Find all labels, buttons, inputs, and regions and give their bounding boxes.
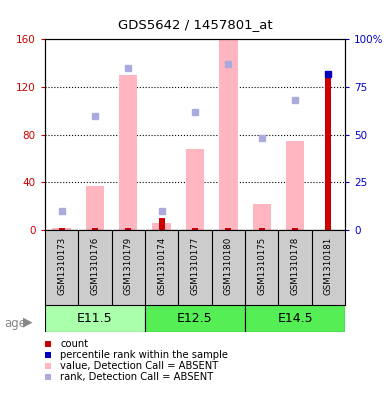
Bar bbox=[253, 204, 271, 230]
Text: GSM1310178: GSM1310178 bbox=[291, 237, 300, 295]
Text: age: age bbox=[4, 316, 26, 330]
Bar bbox=[152, 223, 171, 230]
Text: E14.5: E14.5 bbox=[277, 312, 313, 325]
Text: GSM1310179: GSM1310179 bbox=[124, 237, 133, 295]
Text: GDS5642 / 1457801_at: GDS5642 / 1457801_at bbox=[118, 18, 272, 31]
Text: GSM1310174: GSM1310174 bbox=[157, 237, 166, 295]
Bar bbox=[119, 75, 137, 230]
Text: GSM1310176: GSM1310176 bbox=[90, 237, 99, 295]
Text: GSM1310181: GSM1310181 bbox=[324, 237, 333, 295]
Text: rank, Detection Call = ABSENT: rank, Detection Call = ABSENT bbox=[60, 372, 214, 382]
Text: E11.5: E11.5 bbox=[77, 312, 113, 325]
Bar bbox=[125, 228, 131, 230]
Bar bbox=[92, 228, 98, 230]
Text: value, Detection Call = ABSENT: value, Detection Call = ABSENT bbox=[60, 361, 219, 371]
Bar bbox=[219, 39, 238, 230]
Text: GSM1310180: GSM1310180 bbox=[224, 237, 233, 295]
Bar bbox=[186, 149, 204, 230]
Bar bbox=[45, 305, 145, 332]
Bar bbox=[286, 141, 304, 230]
Bar bbox=[58, 228, 64, 230]
Text: percentile rank within the sample: percentile rank within the sample bbox=[60, 350, 229, 360]
Bar bbox=[52, 228, 71, 230]
Text: GSM1310173: GSM1310173 bbox=[57, 237, 66, 295]
Text: count: count bbox=[60, 339, 89, 349]
Text: ▶: ▶ bbox=[23, 316, 33, 329]
Bar bbox=[159, 218, 165, 230]
Bar bbox=[225, 228, 231, 230]
Text: GSM1310175: GSM1310175 bbox=[257, 237, 266, 295]
Bar bbox=[326, 77, 332, 230]
Bar bbox=[86, 186, 104, 230]
Bar bbox=[245, 305, 345, 332]
Text: GSM1310177: GSM1310177 bbox=[190, 237, 200, 295]
Bar bbox=[259, 228, 265, 230]
Bar bbox=[145, 305, 245, 332]
Text: E12.5: E12.5 bbox=[177, 312, 213, 325]
Bar bbox=[192, 228, 198, 230]
Bar bbox=[292, 228, 298, 230]
